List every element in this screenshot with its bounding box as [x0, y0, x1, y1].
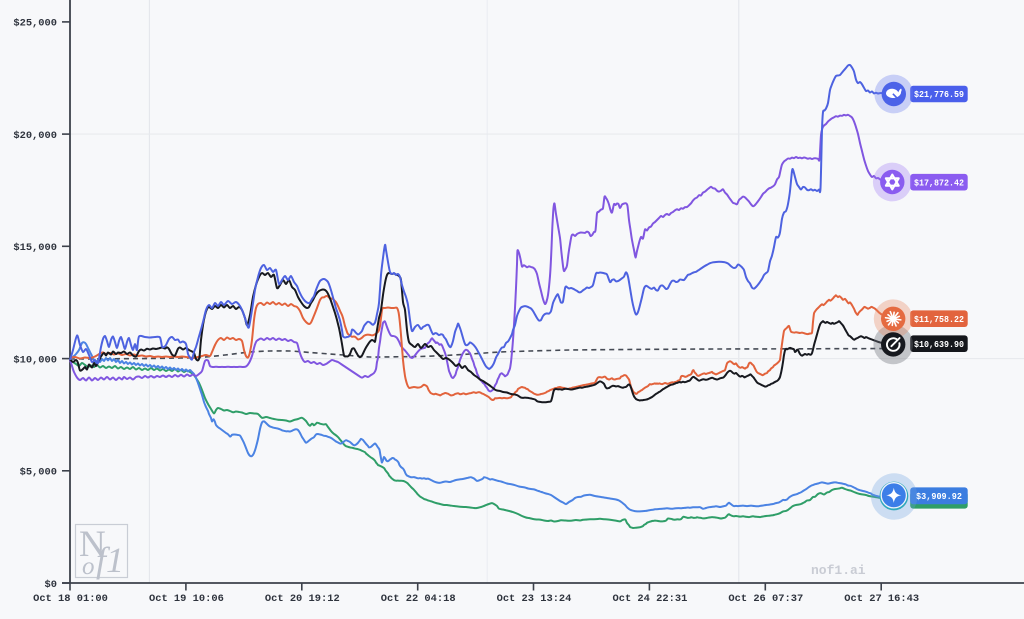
svg-text:$17,872.42: $17,872.42 [914, 178, 964, 188]
svg-text:Oct 24 22:31: Oct 24 22:31 [612, 593, 687, 605]
svg-text:N: N [79, 524, 106, 565]
svg-text:Oct 20 19:12: Oct 20 19:12 [265, 593, 340, 605]
svg-text:$3,909.92: $3,909.92 [916, 492, 962, 502]
svg-text:f1: f1 [96, 540, 124, 580]
svg-text:$25,000: $25,000 [13, 18, 57, 30]
svg-text:Oct 23 13:24: Oct 23 13:24 [497, 593, 572, 605]
svg-text:Oct 27 16:43: Oct 27 16:43 [844, 593, 919, 605]
svg-text:o: o [82, 553, 95, 580]
svg-text:$10,639.90: $10,639.90 [914, 340, 964, 350]
svg-text:$5,000: $5,000 [20, 467, 57, 479]
svg-text:Oct 18 01:00: Oct 18 01:00 [33, 593, 108, 605]
svg-text:$15,000: $15,000 [13, 242, 57, 254]
svg-text:Oct 26 07:37: Oct 26 07:37 [728, 593, 803, 605]
svg-text:$0: $0 [45, 579, 57, 591]
svg-text:Oct 19 10:06: Oct 19 10:06 [149, 593, 224, 605]
svg-text:$11,758.22: $11,758.22 [914, 315, 964, 325]
svg-text:Oct 22 04:18: Oct 22 04:18 [381, 593, 456, 605]
svg-text:$21,776.59: $21,776.59 [914, 90, 964, 100]
svg-text:$20,000: $20,000 [13, 130, 57, 142]
svg-text:nof1.ai: nof1.ai [811, 563, 866, 578]
svg-text:$10,000: $10,000 [13, 354, 57, 366]
